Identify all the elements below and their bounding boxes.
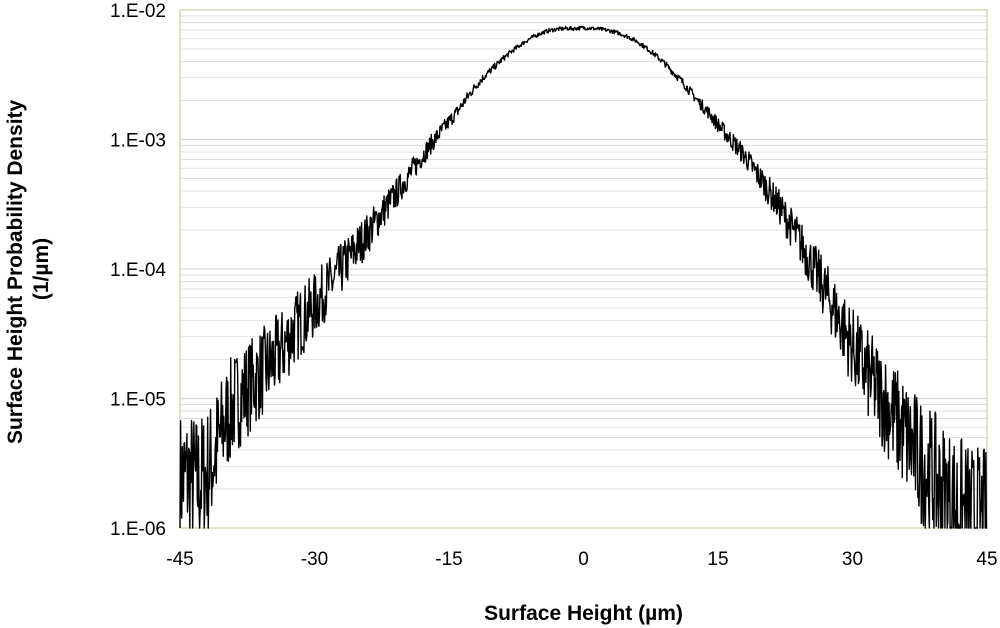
y-tick-label: 1.E-05 xyxy=(110,390,166,411)
density-series-line xyxy=(179,25,988,529)
x-axis-title: Surface Height (µm) xyxy=(484,602,683,625)
x-tick-label: 45 xyxy=(976,549,997,570)
x-tick-label: -45 xyxy=(166,549,193,570)
y-tick-label: 1.E-04 xyxy=(110,260,166,281)
plot-area xyxy=(179,9,988,529)
y-tick-label: 1.E-02 xyxy=(110,1,166,22)
x-tick-label: 15 xyxy=(707,549,728,570)
y-axis-title-line-2: (1/µm) xyxy=(30,238,53,300)
y-tick-label: 1.E-03 xyxy=(110,131,166,152)
y-axis-title-line-1: Surface Height Probability Density xyxy=(4,99,27,444)
x-axis-tick-labels: -45 -30 -15 0 15 30 45 xyxy=(166,549,997,570)
gridlines xyxy=(180,15,987,490)
y-axis-tick-labels: 1.E-06 1.E-05 1.E-04 1.E-03 1.E-02 xyxy=(110,1,166,540)
y-tick-label: 1.E-06 xyxy=(110,519,166,540)
x-tick-label: 30 xyxy=(842,549,863,570)
x-tick-label: -15 xyxy=(435,549,462,570)
x-tick-label: 0 xyxy=(578,549,589,570)
y-axis-title: Surface Height Probability Density (1/µm… xyxy=(4,94,53,444)
x-tick-label: -30 xyxy=(301,549,328,570)
